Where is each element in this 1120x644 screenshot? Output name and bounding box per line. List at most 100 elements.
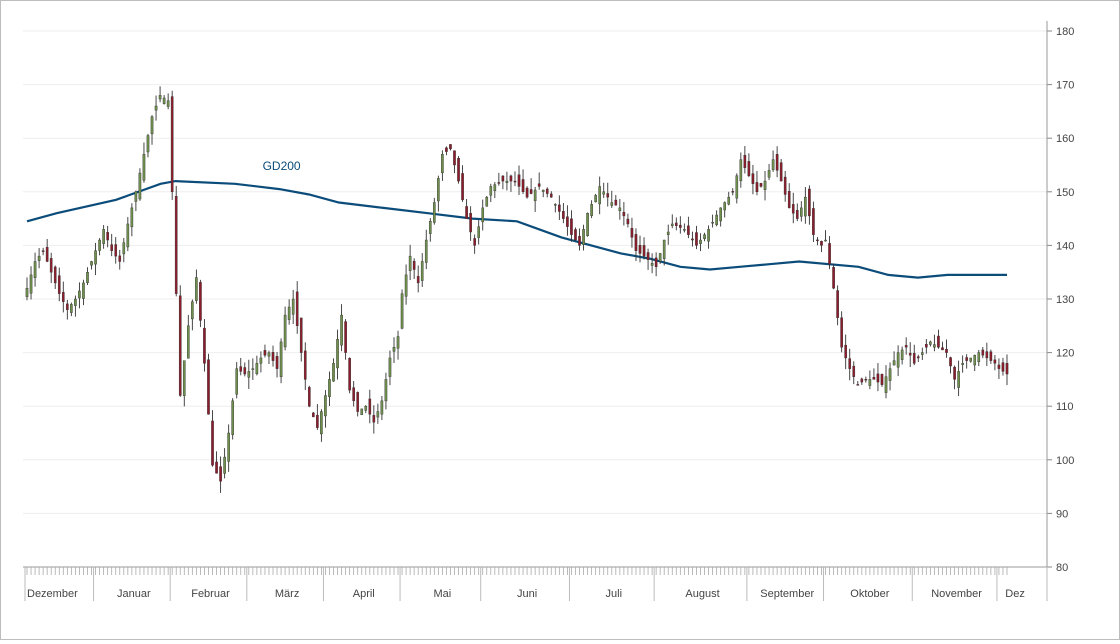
- candle-body: [622, 211, 626, 217]
- candle: [191, 299, 194, 331]
- candle-body: [941, 347, 944, 351]
- candle-body: [473, 238, 476, 246]
- candle-body: [578, 235, 581, 246]
- candle-body: [174, 196, 178, 294]
- candle-body: [441, 154, 444, 174]
- candle: [884, 365, 888, 399]
- candle: [106, 225, 109, 248]
- month-labels: Dezember Januar Februar März April Mai Juni Jul…: [24, 567, 1048, 601]
- candle-body: [679, 224, 682, 228]
- month-label: Juli: [606, 588, 623, 600]
- candle: [441, 150, 444, 181]
- candle: [578, 228, 581, 251]
- candle: [997, 358, 1001, 380]
- candle-body: [703, 234, 706, 240]
- candle: [178, 285, 182, 397]
- candle: [332, 358, 335, 382]
- candle-body: [287, 306, 291, 320]
- candle: [751, 164, 755, 195]
- candle: [25, 277, 29, 301]
- candle: [989, 349, 993, 364]
- candle: [566, 205, 569, 236]
- candle-body: [344, 321, 347, 353]
- candle: [779, 159, 783, 182]
- candle: [134, 190, 138, 212]
- candle: [670, 214, 674, 229]
- candle: [662, 239, 666, 266]
- candle: [255, 355, 259, 376]
- month-label: März: [275, 588, 299, 600]
- candle: [170, 90, 174, 200]
- candle: [602, 182, 606, 199]
- candle-body: [695, 232, 698, 246]
- candle-body: [517, 174, 521, 187]
- candle-body: [408, 255, 412, 271]
- candle: [142, 142, 146, 183]
- y-tick-label: 140: [1056, 240, 1074, 252]
- candle-body: [400, 293, 404, 329]
- candle: [533, 186, 537, 212]
- candle: [130, 203, 134, 237]
- month-label: Dez: [1005, 588, 1025, 600]
- candle-body: [779, 162, 783, 182]
- candle-body: [908, 352, 912, 356]
- candle: [864, 376, 868, 383]
- candle-body: [376, 411, 380, 418]
- candle-body: [614, 199, 618, 206]
- candle-body: [554, 204, 557, 206]
- candle-body: [541, 189, 545, 192]
- candle-body: [642, 245, 646, 257]
- candle-body: [312, 412, 315, 418]
- candle-body: [755, 182, 759, 193]
- candle: [953, 365, 956, 390]
- candle: [247, 359, 251, 389]
- candle: [582, 224, 585, 251]
- candle-body: [489, 186, 493, 196]
- candle-body: [691, 238, 694, 241]
- month-label: Februar: [191, 588, 230, 600]
- candle: [941, 341, 944, 351]
- candle: [650, 253, 654, 274]
- candle: [360, 408, 364, 415]
- candle-body: [868, 379, 872, 386]
- candle: [295, 281, 299, 334]
- candle: [981, 347, 985, 359]
- candle-body: [453, 150, 456, 166]
- month-label: Oktober: [850, 588, 889, 600]
- candle-body: [747, 161, 751, 176]
- candle-body: [25, 288, 29, 298]
- candle: [618, 198, 622, 220]
- candle-body: [53, 266, 57, 284]
- candle-body: [804, 196, 807, 217]
- candle: [433, 197, 436, 225]
- candle: [614, 195, 618, 206]
- candle-body: [41, 250, 45, 252]
- candle: [832, 263, 835, 290]
- candle-body: [610, 202, 614, 206]
- candle: [731, 188, 735, 196]
- candle-body: [949, 357, 952, 367]
- month-label: April: [353, 588, 375, 600]
- candle-body: [424, 239, 428, 263]
- candle-body: [582, 229, 585, 245]
- y-tick-label: 80: [1056, 562, 1068, 574]
- candle: [428, 218, 432, 242]
- candle: [45, 238, 49, 263]
- candle: [836, 285, 839, 326]
- candle: [791, 192, 795, 224]
- candle: [606, 182, 610, 207]
- candle-body: [231, 400, 234, 435]
- candle-body: [82, 282, 85, 299]
- candle: [187, 314, 190, 359]
- candle-body: [66, 303, 69, 310]
- candle-body: [203, 327, 206, 364]
- candle: [1001, 357, 1005, 376]
- candle: [215, 451, 218, 474]
- candle: [49, 252, 53, 284]
- y-tick-label: 90: [1056, 508, 1068, 520]
- candle-body: [295, 291, 299, 327]
- candle-body: [977, 352, 981, 363]
- ma-line: [26, 179, 1007, 279]
- candle-body: [307, 387, 311, 407]
- candle-body: [888, 368, 892, 381]
